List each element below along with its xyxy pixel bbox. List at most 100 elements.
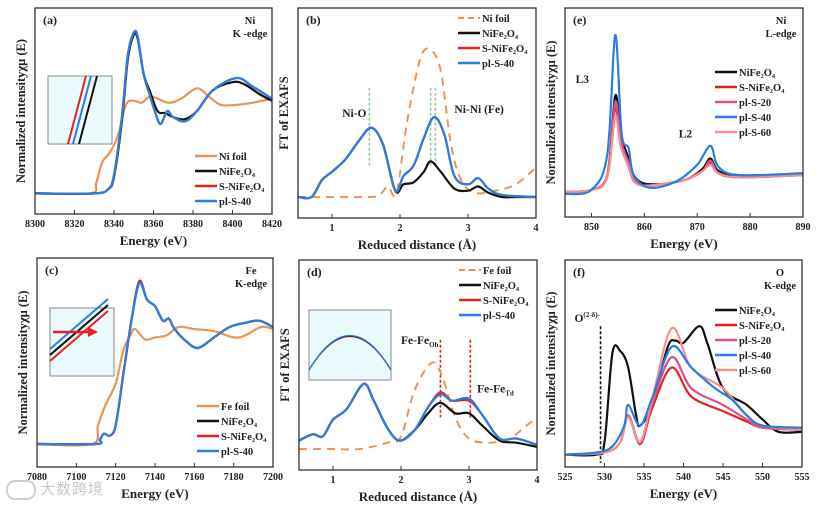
chart-panel-d: 1 2 3 4 Reduced distance (Å) FT of EXAFS (d) Fe… — [278, 259, 540, 504]
peak-annotation: O(2-δ)- — [574, 311, 600, 325]
x-axis-label: Energy (eV) — [120, 233, 188, 248]
x-axis-label: Energy (eV) — [121, 486, 189, 501]
edge-label: K -edge — [233, 29, 268, 40]
y-axis-label: Normalized intensityχμ (E) — [544, 291, 558, 435]
legend-label: S-NiFe₂O₄ — [483, 296, 529, 307]
inset-arrow-head-icon — [88, 327, 98, 337]
legend-label: NiFe₂O₄ — [221, 417, 258, 428]
panel-label: (d) — [307, 265, 322, 279]
peak-annotation: L2 — [679, 129, 693, 141]
legend-label: pl-S-60 — [739, 366, 771, 377]
inset-box — [308, 309, 392, 381]
x-tick-label: 3 — [467, 475, 472, 486]
watermark-logo-icon — [6, 479, 36, 500]
inset-line — [49, 304, 109, 356]
x-tick-label: 890 — [796, 222, 811, 233]
series-line-pl-S-40 — [37, 281, 273, 446]
panel-label: (a) — [43, 13, 57, 27]
inset-line — [72, 75, 92, 145]
x-tick-label: 550 — [755, 472, 770, 483]
watermark-text: 大数跨境 — [40, 480, 105, 498]
x-tick-label: 8300 — [25, 219, 45, 230]
annotation-superscript: (2-δ)- — [583, 311, 600, 319]
legend-label: pl-S-40 — [482, 59, 514, 70]
legend-label: NiFe₂O₄ — [483, 281, 520, 292]
x-tick-label: 8340 — [104, 219, 124, 230]
x-tick-label: 7120 — [106, 472, 126, 483]
inset-line — [49, 310, 109, 362]
inset-line — [49, 298, 109, 350]
plot-frame — [564, 259, 803, 468]
edge-label: L-edge — [766, 29, 797, 40]
legend-label: pl-S-60 — [739, 128, 771, 139]
plot-frame — [564, 7, 804, 218]
legend-label: Fe foil — [221, 402, 249, 413]
legend-label: S-NiFe₂O₄ — [221, 432, 267, 443]
chart-panel-b: 1 2 3 4 Reduced distance (Å) FT of EXAFS (b) Ni… — [277, 7, 539, 252]
panel-label: (e) — [573, 13, 586, 27]
inset-line — [78, 75, 98, 145]
series-line-Fefoil — [37, 325, 273, 447]
x-tick-label: 555 — [795, 472, 810, 483]
annotation-subscript: Oh — [429, 341, 438, 349]
legend-label: pl-S-20 — [739, 98, 771, 109]
panel-label: (f) — [573, 265, 585, 279]
x-tick-label: 870 — [690, 222, 705, 233]
legend-label: S-NiFe₂O₄ — [739, 321, 785, 332]
annotation-subscript: Td — [505, 389, 514, 397]
edge-label: Ni — [776, 16, 787, 27]
panel-label: (b) — [306, 13, 321, 27]
legend-label: NiFe₂O₄ — [739, 306, 776, 317]
inset-box — [49, 307, 115, 377]
peak-annotation: Ni-Ni (Fe) — [454, 104, 504, 116]
legend-label: NiFe₂O₄ — [219, 167, 256, 178]
chart-panel-c: 7080 7100 7120 7140 7160 7180 7200 Energy (eV) N… — [16, 257, 283, 501]
x-tick-label: 880 — [743, 222, 758, 233]
x-tick-label: 8380 — [183, 219, 203, 230]
x-tick-label: 1 — [331, 475, 336, 486]
series-line-pl-S-40 — [299, 382, 537, 446]
y-axis-label: Normalized intensityχμ (E) — [544, 40, 558, 184]
x-tick-label: 8360 — [144, 219, 164, 230]
series-line-NiFeO — [298, 126, 536, 200]
inset-curve — [308, 334, 392, 371]
x-tick-label: 7100 — [66, 472, 86, 483]
peak-annotation: Ni-O — [342, 108, 366, 120]
x-tick-label: 860 — [637, 222, 652, 233]
y-axis-label: FT of EXAFS — [278, 328, 292, 401]
series-line-NiFeO — [565, 325, 802, 457]
edge-label: K-edge — [764, 281, 796, 292]
plot-frame — [298, 259, 538, 471]
legend-label: NiFe₂O₄ — [482, 29, 519, 40]
x-axis-label: Energy (eV) — [650, 486, 718, 501]
x-tick-label: 8400 — [223, 219, 243, 230]
edge-label: K-edge — [235, 279, 267, 290]
inset-line — [67, 75, 87, 145]
x-tick-label: 2 — [398, 223, 403, 234]
x-tick-label: 7180 — [224, 472, 244, 483]
x-tick-label: 4 — [534, 223, 539, 234]
plot-frame — [297, 7, 537, 219]
y-axis-label: FT of EXAFS — [277, 76, 291, 149]
peak-annotation: Fe-FeTd — [477, 383, 514, 397]
x-tick-label: 525 — [558, 472, 573, 483]
x-tick-label: 535 — [637, 472, 652, 483]
x-tick-label: 545 — [716, 472, 731, 483]
x-axis-label: Reduced distance (Å) — [359, 489, 477, 504]
series-line-pl-S-40 — [298, 116, 536, 200]
legend-label: S-NiFe₂O₄ — [482, 44, 528, 55]
legend-label: Fe foil — [483, 266, 511, 277]
x-axis-label: Reduced distance (Å) — [358, 237, 476, 252]
x-tick-label: 7140 — [145, 472, 165, 483]
series-line-Nifoil — [298, 47, 536, 199]
x-tick-label: 1 — [330, 223, 335, 234]
watermark: 大数跨境 — [6, 478, 104, 500]
legend-label: pl-S-40 — [219, 197, 251, 208]
series-line-pl-S-40 — [35, 29, 272, 195]
legend-label: pl-S-40 — [739, 351, 771, 362]
plot-frame — [36, 257, 274, 468]
peak-annotation: Fe-FeOh — [401, 335, 439, 349]
x-tick-label: 530 — [597, 472, 612, 483]
legend-label: S-NiFe₂O₄ — [739, 83, 785, 94]
